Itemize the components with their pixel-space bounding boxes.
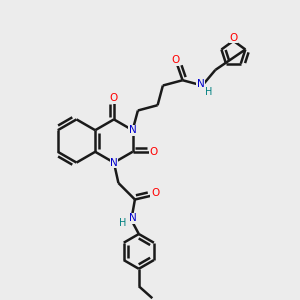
Text: H: H — [205, 87, 212, 97]
Text: N: N — [197, 79, 205, 89]
Text: O: O — [172, 55, 180, 65]
Text: H: H — [119, 218, 127, 228]
Text: N: N — [129, 213, 137, 224]
Text: N: N — [129, 125, 136, 135]
Text: O: O — [110, 93, 118, 103]
Text: O: O — [229, 33, 238, 43]
Text: O: O — [151, 188, 159, 199]
Text: O: O — [149, 147, 158, 157]
Text: N: N — [110, 158, 118, 168]
